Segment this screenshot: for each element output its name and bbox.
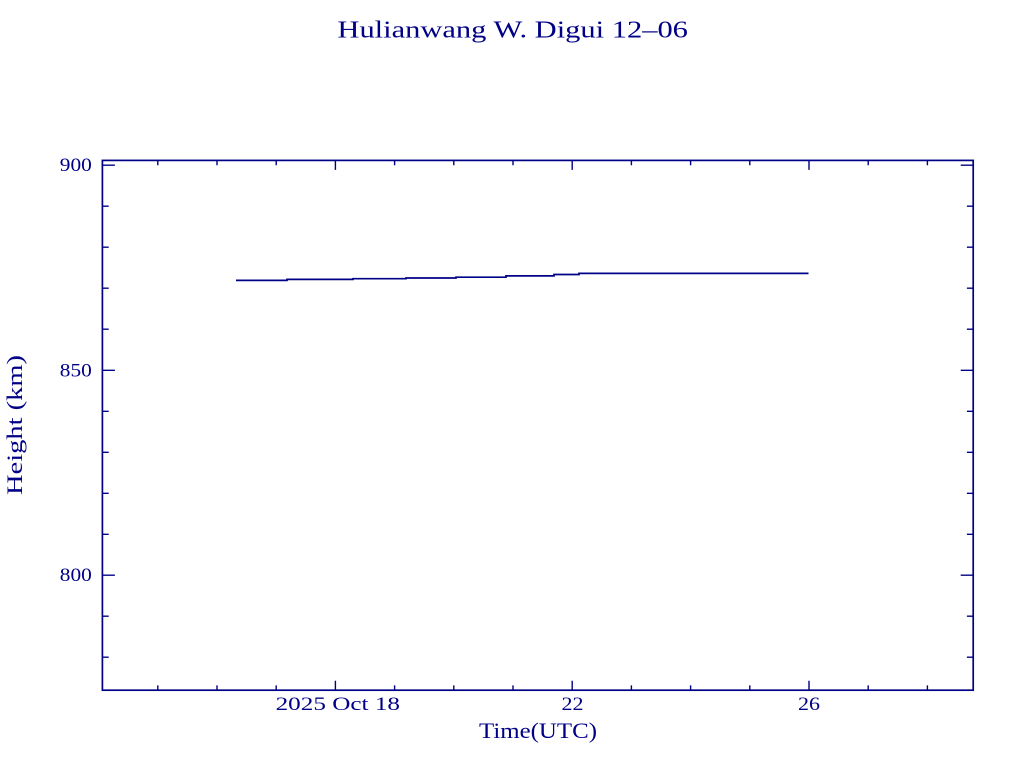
svg-text:26: 26 xyxy=(798,695,820,715)
svg-text:900: 900 xyxy=(60,156,92,176)
svg-text:800: 800 xyxy=(60,566,92,586)
svg-text:2025 Oct 18: 2025 Oct 18 xyxy=(276,695,400,715)
svg-text:22: 22 xyxy=(562,695,584,715)
svg-text:850: 850 xyxy=(60,361,92,381)
svg-text:Time(UTC): Time(UTC) xyxy=(479,718,597,743)
svg-text:Height (km): Height (km) xyxy=(2,355,27,495)
svg-text:Hulianwang W. Digui 12–06: Hulianwang W. Digui 12–06 xyxy=(337,17,688,43)
